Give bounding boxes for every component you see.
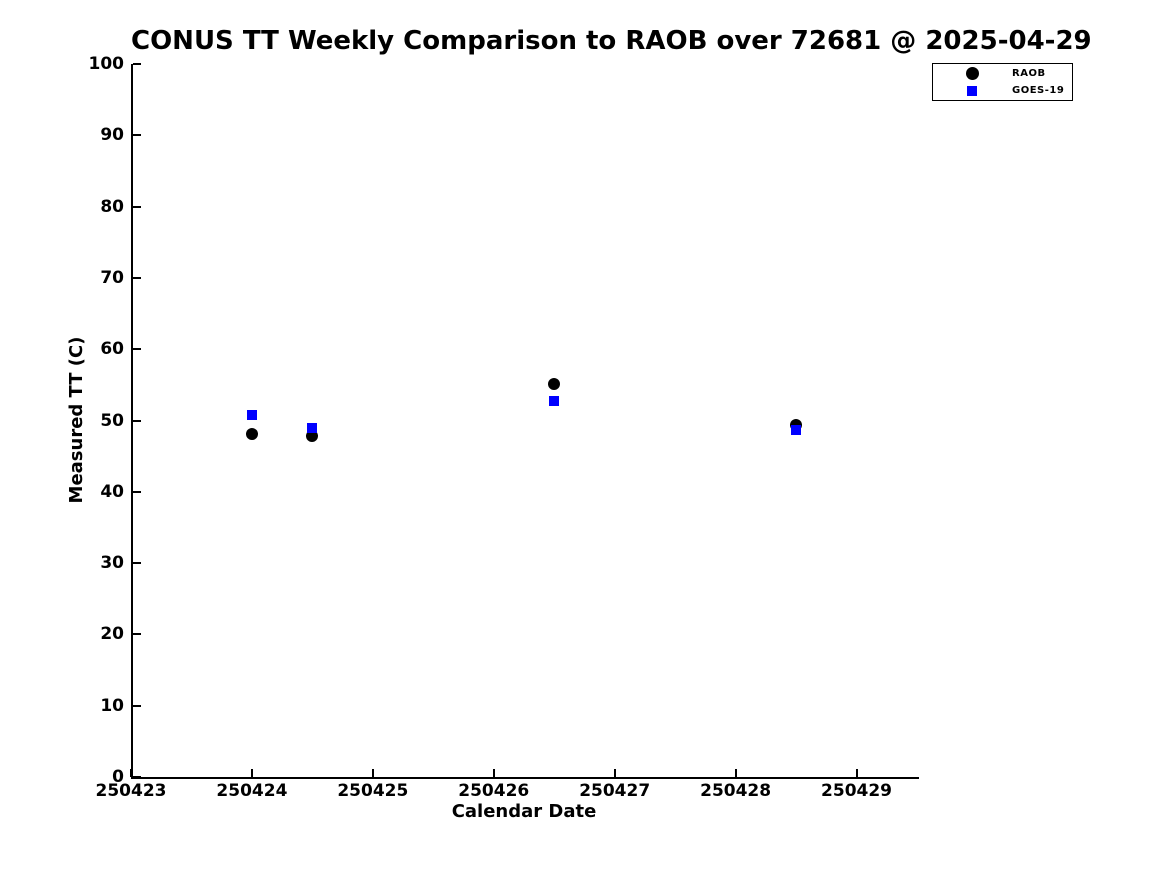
x-axis-label: Calendar Date: [451, 801, 597, 822]
data-point-goes-19: [549, 396, 560, 407]
y-tick-label: 20: [100, 624, 124, 645]
y-tick-label: 30: [100, 553, 124, 574]
circle-marker-icon: [965, 66, 979, 80]
y-tick-mark: [133, 419, 141, 422]
legend: RAOB GOES-19: [932, 63, 1073, 101]
x-tick-mark: [734, 769, 737, 777]
y-tick-mark: [133, 63, 141, 65]
x-tick-mark: [250, 769, 253, 777]
y-tick-mark: [133, 562, 141, 565]
y-tick-mark: [133, 276, 141, 279]
x-tick-label: 250425: [337, 781, 409, 801]
data-point-goes-19: [246, 409, 257, 420]
y-tick-label: 90: [100, 125, 124, 146]
y-tick-label: 40: [100, 481, 124, 502]
x-tick-mark: [130, 769, 132, 777]
y-tick-label: 50: [100, 410, 124, 431]
x-tick-mark: [492, 769, 495, 777]
square-marker-icon: [967, 85, 977, 96]
plot-area: [131, 64, 919, 779]
y-tick-label: 70: [100, 267, 124, 288]
legend-marker-wrap: [965, 84, 979, 98]
y-tick-label: 80: [100, 196, 124, 217]
legend-marker-wrap: [965, 66, 979, 80]
x-tick-label: 250424: [216, 781, 288, 801]
data-point-goes-19: [791, 424, 802, 435]
y-tick-label: 0: [112, 767, 124, 787]
y-tick-mark: [133, 134, 141, 137]
data-point-goes-19: [307, 423, 318, 434]
x-tick-label: 250423: [95, 781, 167, 801]
data-point-raob: [548, 378, 561, 391]
x-tick-mark: [371, 769, 374, 777]
x-tick-label: 250427: [579, 781, 651, 801]
legend-label: GOES-19: [1012, 85, 1065, 97]
y-tick-mark: [133, 776, 141, 778]
x-tick-mark: [855, 769, 858, 777]
legend-item-goes-19: GOES-19: [933, 83, 1072, 99]
data-point-raob: [245, 428, 258, 441]
y-tick-label: 10: [100, 695, 124, 716]
legend-label: RAOB: [1012, 67, 1046, 79]
x-tick-mark: [613, 769, 616, 777]
chart-title: CONUS TT Weekly Comparison to RAOB over …: [131, 26, 1092, 56]
y-tick-mark: [133, 348, 141, 351]
y-tick-label: 100: [88, 54, 125, 74]
legend-item-raob: RAOB: [933, 65, 1072, 81]
x-tick-label: 250428: [700, 781, 772, 801]
x-tick-label: 250429: [821, 781, 893, 801]
x-tick-label: 250426: [458, 781, 530, 801]
y-tick-mark: [133, 633, 141, 636]
y-tick-mark: [133, 490, 141, 493]
y-tick-mark: [133, 205, 141, 208]
y-tick-mark: [133, 704, 141, 707]
y-tick-label: 60: [100, 339, 124, 360]
